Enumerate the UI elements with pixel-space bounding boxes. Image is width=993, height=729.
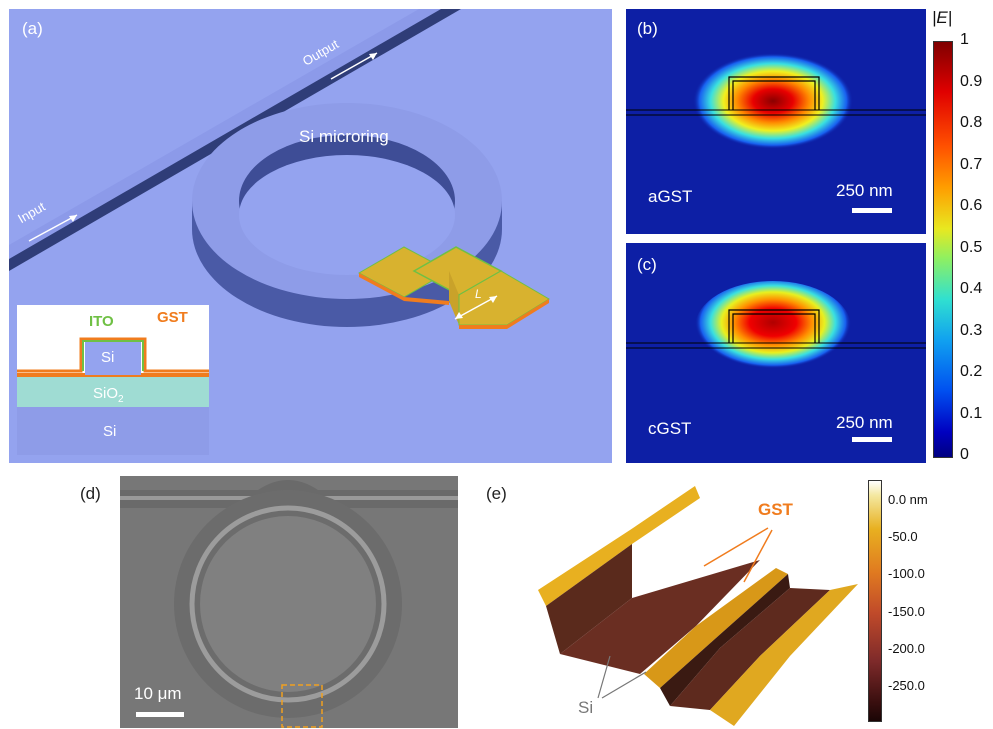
colorbar-afm-tick: -50.0: [888, 529, 918, 545]
scale-label-b: 250 nm: [836, 181, 893, 200]
colorbar-afm: 0.0 nm -50.0 -100.0 -150.0 -200.0 -250.0: [866, 480, 993, 725]
panel-d: 10 μm: [120, 476, 458, 728]
si-bottom-label: Si: [103, 423, 117, 440]
panel-c: (c) cGST 250 nm: [626, 243, 926, 463]
panel-b: (b) aGST 250 nm: [626, 9, 926, 234]
panel-e: GST Si: [520, 478, 860, 728]
field-map-b: [626, 53, 926, 213]
si-label-afm: Si: [578, 698, 594, 717]
colorbar-e-title: |E|: [932, 8, 953, 27]
ring-label: Si microring: [299, 127, 389, 146]
sem-image: [120, 476, 458, 728]
colorbar-afm-tick: 0.0 nm: [888, 492, 928, 507]
colorbar-e-tick: 0.2: [960, 363, 983, 380]
colorbar-e-tick: 0.9: [960, 72, 983, 90]
cross-section-inset: ITO GST Si SiO2 Si: [17, 305, 209, 455]
ito-label: ITO: [89, 313, 114, 330]
colorbar-e-tick: 0.6: [960, 197, 983, 214]
panel-d-label: (d): [80, 484, 101, 503]
colorbar-e-tick: 0: [960, 446, 969, 463]
afm-3d-image: [538, 486, 858, 726]
sio2-label: SiO2: [93, 385, 124, 405]
panel-e-label: (e): [486, 484, 507, 503]
colorbar-e-tick: 1: [960, 31, 969, 48]
colorbar-e-tick: 0.8: [960, 114, 983, 131]
colorbar-afm-tick: -250.0: [888, 678, 925, 693]
scale-label-d: 10 μm: [134, 684, 182, 703]
gst-label-inset: GST: [157, 309, 188, 326]
colorbar-e-tick: 0.7: [960, 155, 983, 173]
colorbar-afm-tick: -150.0: [888, 603, 925, 619]
panel-a: (a) Input Output Si microring L ITO GST …: [9, 9, 612, 463]
gst-label-afm: GST: [758, 500, 793, 519]
colorbar-e: |E| 1 0.9 0.8 0.7 0.6 0.5 0.4 0.3 0.2 0.1 0: [930, 8, 993, 463]
colorbar-e-tick: 0.4: [960, 280, 983, 297]
gst-patch-front: [449, 271, 459, 325]
bus-waveguide-face: [9, 9, 441, 259]
panel-b-label: (b): [637, 19, 658, 38]
agst-label: aGST: [648, 187, 693, 206]
length-label: L: [475, 287, 482, 301]
colorbar-afm-tick: -100.0: [888, 566, 925, 582]
colorbar-afm-gradient: [868, 480, 882, 722]
colorbar-e-tick: 0.3: [960, 321, 983, 339]
cgst-label: cGST: [648, 419, 692, 438]
scale-label-c: 250 nm: [836, 413, 893, 432]
panel-a-illustration: [9, 9, 550, 329]
panel-c-label: (c): [637, 255, 657, 274]
field-map-c: [626, 281, 926, 442]
colorbar-e-tick: 0.5: [960, 238, 983, 256]
colorbar-e-gradient: [933, 41, 953, 458]
colorbar-e-tick: 0.1: [960, 404, 983, 422]
colorbar-afm-tick: -200.0: [888, 640, 925, 656]
si-top-label: Si: [101, 349, 115, 366]
panel-a-label: (a): [22, 19, 43, 38]
